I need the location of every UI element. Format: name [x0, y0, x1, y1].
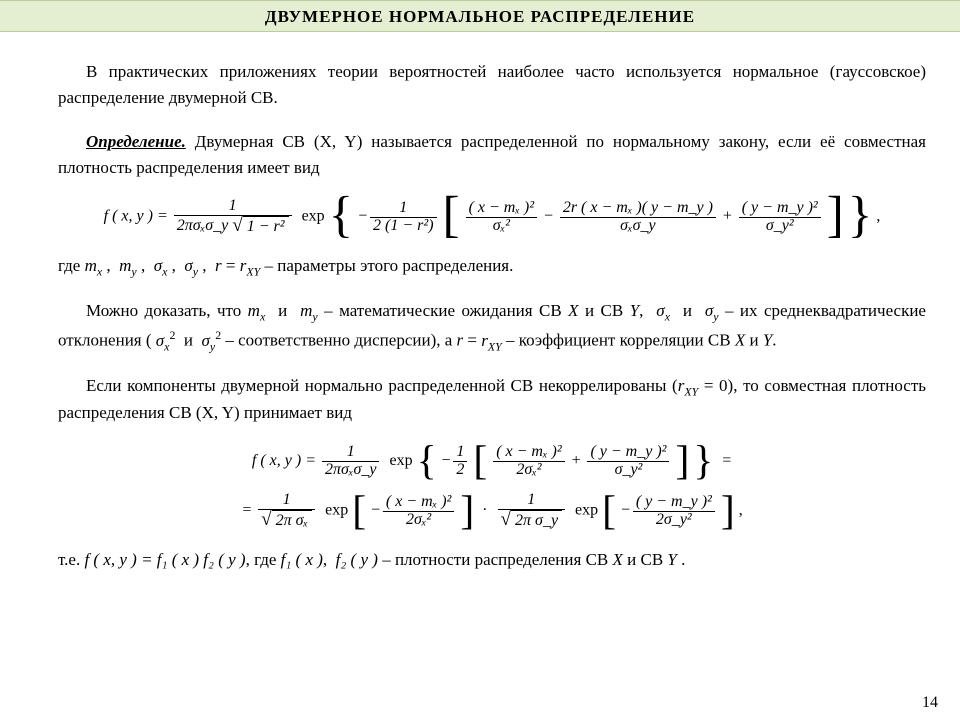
- uncorrelated-paragraph: Если компоненты двумерной нормально расп…: [58, 373, 926, 427]
- definition-paragraph: Определение. Двумерная СВ (X, Y) называе…: [58, 129, 926, 182]
- intro-paragraph: В практических приложениях теории вероят…: [58, 59, 926, 112]
- equation-uncorrelated: f ( x, y ) = 12πσₓσ_y exp { −12 [ ( x − …: [58, 444, 926, 479]
- page-title: ДВУМЕРНОЕ НОРМАЛЬНОЕ РАСПРЕДЕЛЕНИЕ: [0, 0, 960, 32]
- document-body: В практических приложениях теории вероят…: [0, 32, 960, 574]
- proof-paragraph: Можно доказать, что mx и my – математиче…: [58, 298, 926, 355]
- definition-text: Двумерная СВ (X, Y) называется распредел…: [58, 132, 926, 177]
- final-line: т.е. f ( x, y ) = f₁ ( x ) f₂ ( y ), где…: [58, 547, 926, 573]
- parameters-line: где mx , my , σx , σy , r = rXY – параме…: [58, 253, 926, 281]
- page-number: 14: [922, 694, 938, 712]
- definition-label: Определение.: [86, 132, 186, 151]
- equation-factorized: = 1 √2π σₓ exp [ −( x − mₓ )²2σₓ² ] · 1 …: [58, 492, 926, 530]
- equation-joint-density: f ( x, y ) = 1 2πσₓσ_y √1 − r² exp { −12…: [58, 198, 926, 236]
